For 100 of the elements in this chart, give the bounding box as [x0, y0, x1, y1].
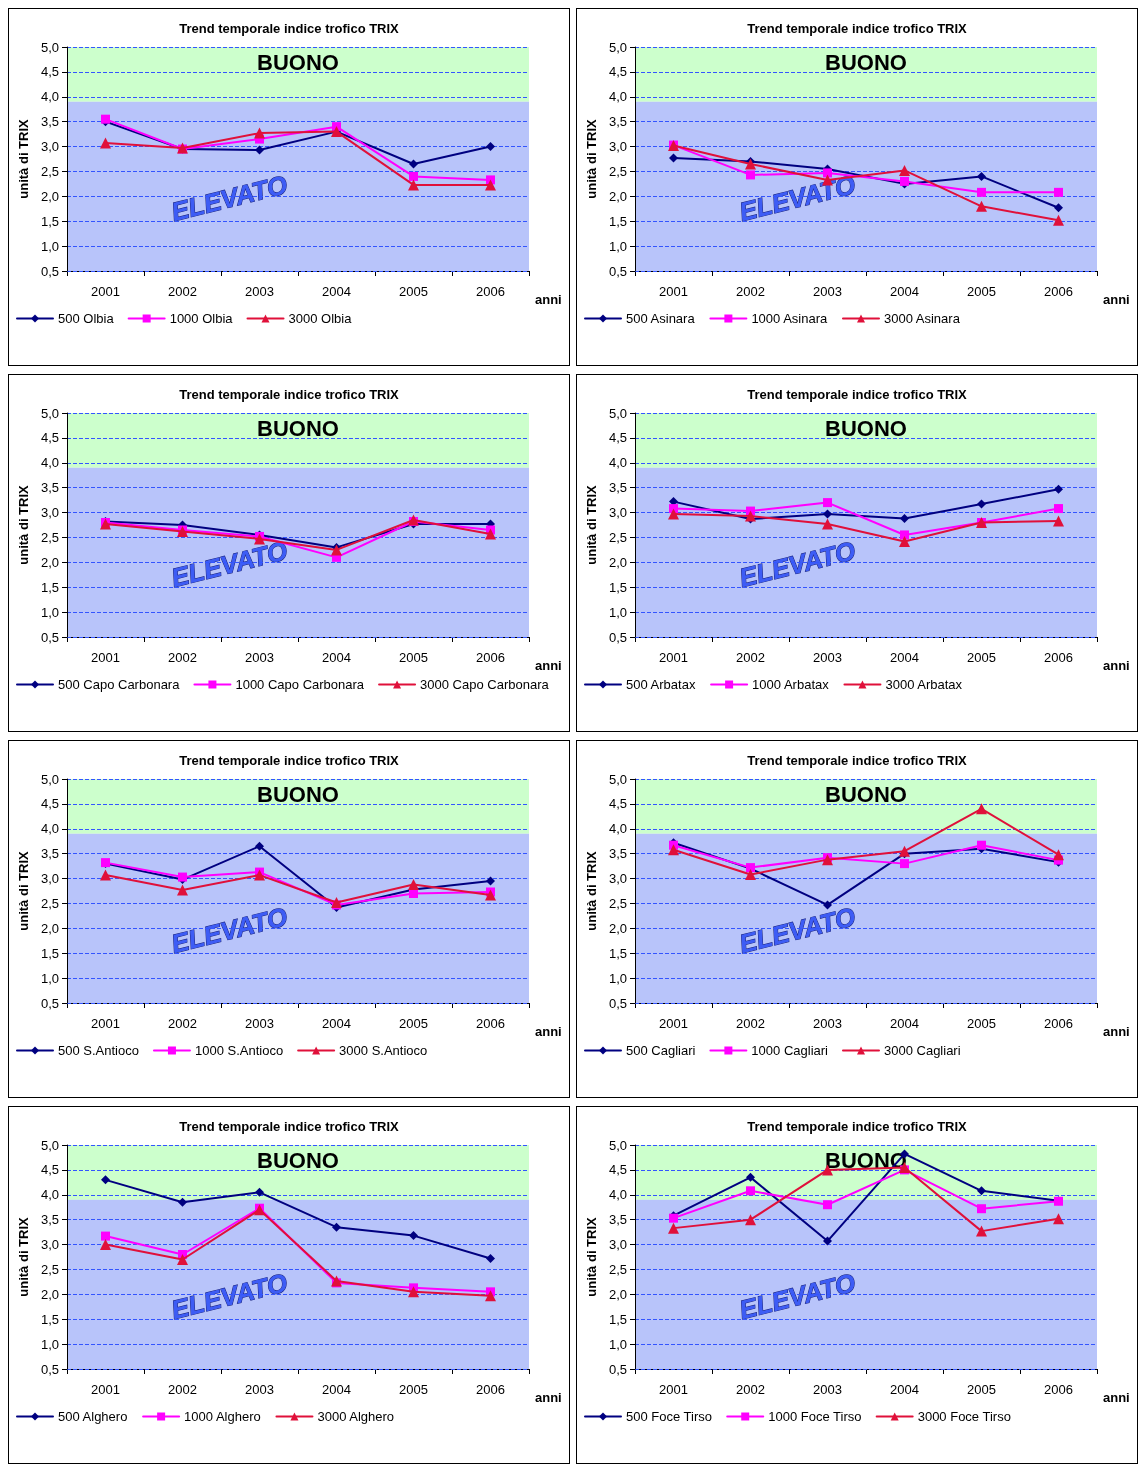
- point: [977, 840, 986, 850]
- point: [408, 879, 419, 891]
- point: [977, 171, 986, 181]
- point: [823, 498, 832, 508]
- x-tick-label: 2001: [659, 650, 688, 665]
- point: [254, 869, 265, 881]
- legend-label: 1000 Asinara: [751, 311, 829, 326]
- legend-label: 3000 Arbatax: [885, 677, 963, 692]
- y-tick-label: 5,0: [40, 39, 59, 55]
- point: [485, 1290, 496, 1302]
- y-tick-label: 4,5: [40, 430, 59, 446]
- point: [101, 1231, 110, 1241]
- chart-title: Trend temporale indice trofico TRIX: [747, 753, 968, 768]
- point: [745, 510, 756, 522]
- chart-title: Trend temporale indice trofico TRIX: [747, 21, 968, 36]
- x-tick-label: 2001: [91, 1016, 120, 1031]
- point: [823, 1236, 832, 1246]
- y-tick-label: 1,5: [608, 945, 627, 961]
- x-tick-label: 2006: [476, 650, 505, 665]
- point: [1053, 214, 1064, 226]
- x-tick-label: 2005: [399, 1016, 428, 1031]
- y-tick-label: 3,0: [40, 871, 59, 887]
- y-tick-label: 1,5: [40, 213, 59, 229]
- y-axis-title: unità di TRIX: [584, 118, 600, 199]
- point: [900, 859, 909, 869]
- y-tick-label: 3,0: [608, 1237, 627, 1253]
- y-tick-label: 5,0: [40, 771, 59, 787]
- y-tick-label: 4,0: [608, 455, 627, 471]
- y-tick-label: 0,5: [40, 1361, 59, 1377]
- chart-title: Trend temporale indice trofico TRIX: [747, 1119, 968, 1134]
- x-tick-label: 2006: [1044, 650, 1073, 665]
- point: [823, 509, 832, 519]
- legend-label: 500 Capo Carbonara: [58, 677, 181, 692]
- x-tick-label: 2005: [967, 1016, 996, 1031]
- x-tick-label: 2006: [1044, 1382, 1073, 1397]
- y-tick-label: 2,5: [608, 1261, 627, 1277]
- y-tick-label: 5,0: [40, 1137, 59, 1153]
- point: [977, 187, 986, 197]
- legend-label: 500 Alghero: [58, 1409, 128, 1424]
- y-tick-label: 4,5: [608, 430, 627, 446]
- x-tick-label: 2002: [736, 650, 765, 665]
- y-tick-label: 3,0: [40, 139, 59, 155]
- y-tick-label: 4,0: [40, 1187, 59, 1203]
- x-axis-title: anni: [535, 292, 562, 307]
- y-tick-label: 2,0: [608, 1286, 627, 1302]
- point: [1054, 504, 1063, 514]
- y-axis-title: unità di TRIX: [16, 850, 32, 931]
- x-tick-label: 2004: [322, 284, 351, 299]
- legend-label: 3000 S.Antioco: [339, 1043, 428, 1058]
- legend-label: 3000 Alghero: [317, 1409, 395, 1424]
- point: [745, 1214, 756, 1226]
- point: [977, 1204, 986, 1214]
- legend-label: 500 Olbia: [58, 311, 115, 326]
- point: [100, 137, 111, 149]
- point: [178, 1197, 187, 1207]
- x-tick-label: 2001: [91, 650, 120, 665]
- y-tick-label: 2,5: [40, 529, 59, 545]
- y-tick-label: 3,0: [608, 871, 627, 887]
- y-tick-label: 3,5: [40, 480, 59, 496]
- y-tick-label: 4,5: [40, 64, 59, 80]
- y-tick-label: 0,5: [40, 263, 59, 279]
- chart-title: Trend temporale indice trofico TRIX: [747, 387, 968, 402]
- y-tick-label: 4,0: [608, 1187, 627, 1203]
- legend-label: 500 Cagliari: [626, 1043, 696, 1058]
- y-tick-label: 1,0: [608, 238, 627, 254]
- y-tick-label: 2,5: [40, 1261, 59, 1277]
- y-tick-label: 2,5: [40, 163, 59, 179]
- legend-label: 3000 Capo Carbonara: [420, 677, 550, 692]
- x-tick-label: 2001: [659, 1016, 688, 1031]
- x-tick-label: 2004: [322, 1382, 351, 1397]
- legend-label: 1000 Cagliari: [751, 1043, 829, 1058]
- point: [100, 869, 111, 881]
- x-tick-label: 2003: [813, 284, 842, 299]
- band-label: BUONO: [257, 781, 339, 807]
- x-axis-title: anni: [535, 1024, 562, 1039]
- y-tick-label: 1,0: [608, 1336, 627, 1352]
- point: [1053, 849, 1064, 861]
- x-tick-label: 2001: [91, 284, 120, 299]
- point: [255, 1187, 264, 1197]
- x-tick-label: 2003: [813, 1016, 842, 1031]
- x-tick-label: 2005: [967, 284, 996, 299]
- point: [331, 544, 342, 556]
- band-label: BUONO: [825, 49, 907, 75]
- legend-label: 3000 Cagliari: [883, 1043, 961, 1058]
- x-axis-title: anni: [535, 1390, 562, 1405]
- x-tick-label: 2006: [1044, 284, 1073, 299]
- point: [900, 530, 909, 540]
- x-tick-label: 2003: [245, 284, 274, 299]
- x-tick-label: 2006: [476, 1382, 505, 1397]
- point: [669, 504, 678, 514]
- y-tick-label: 2,5: [608, 895, 627, 911]
- point: [668, 508, 679, 520]
- y-tick-label: 2,5: [608, 529, 627, 545]
- point: [1053, 1213, 1064, 1225]
- y-tick-label: 3,5: [608, 846, 627, 862]
- point: [1054, 203, 1063, 213]
- point: [409, 171, 418, 181]
- y-tick-label: 1,0: [40, 238, 59, 254]
- y-axis-title: unità di TRIX: [584, 484, 600, 565]
- y-tick-label: 4,0: [40, 455, 59, 471]
